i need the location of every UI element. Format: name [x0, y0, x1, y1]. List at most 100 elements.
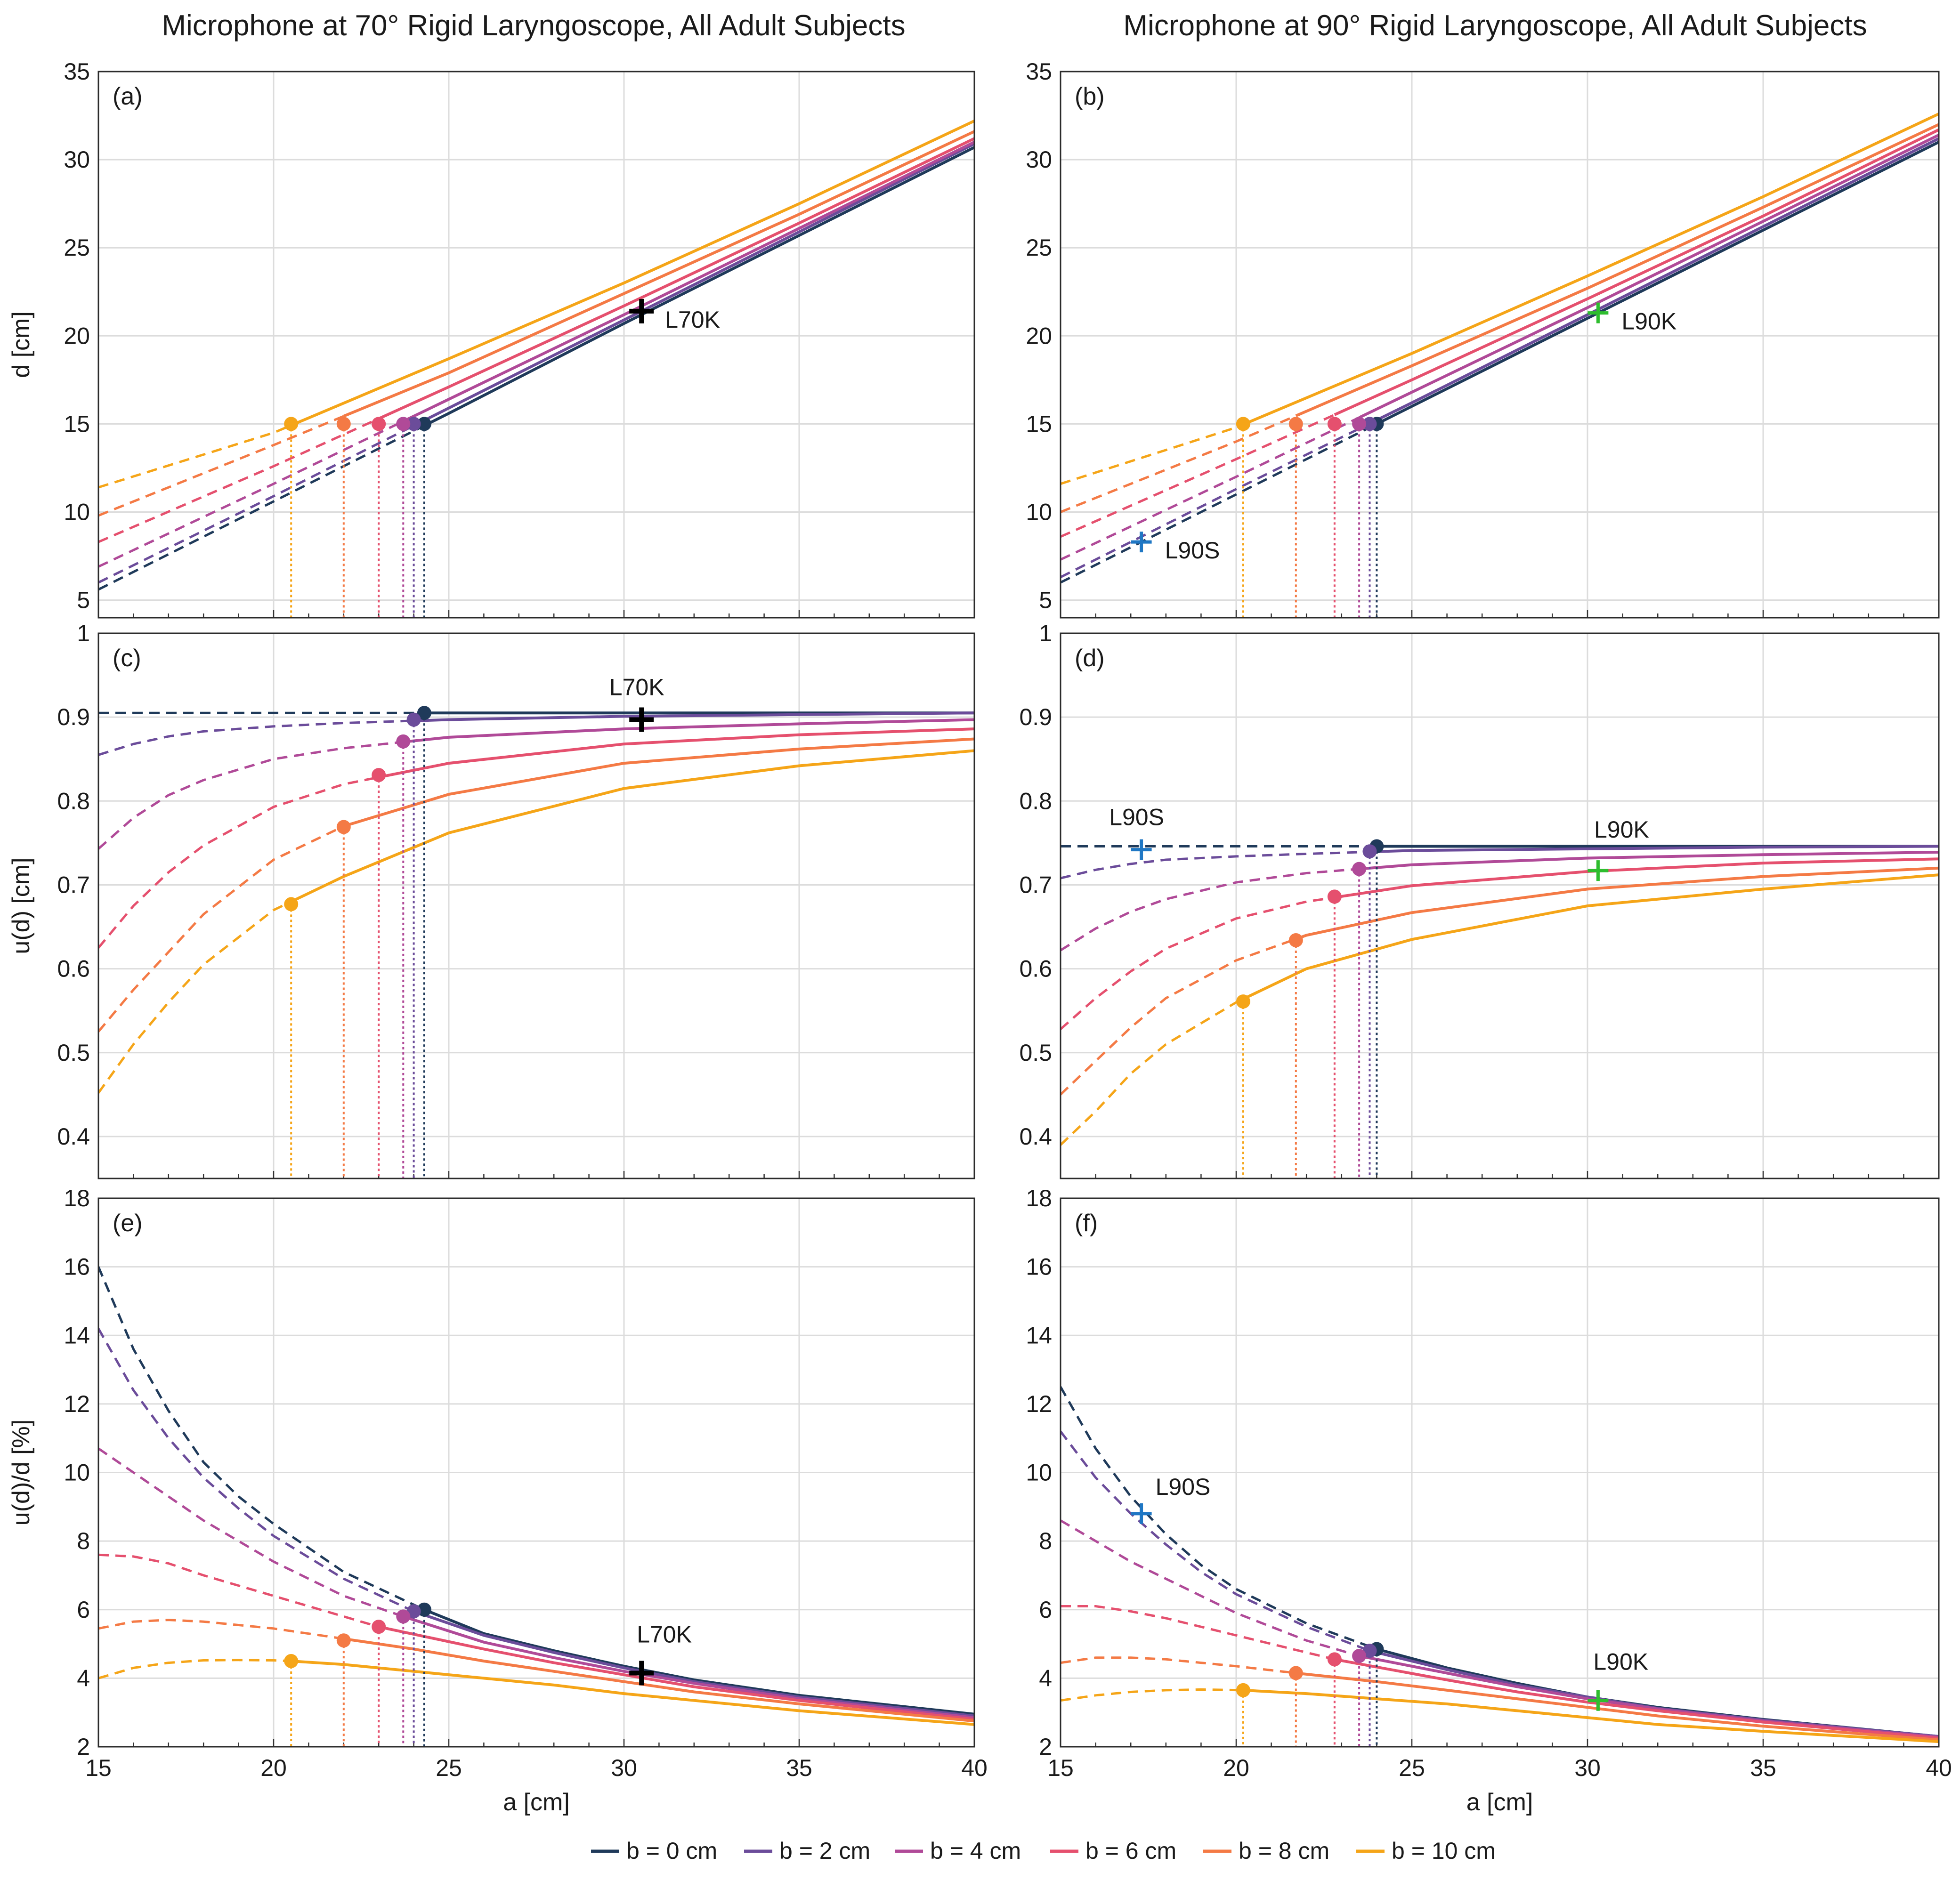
- series-marker: [396, 734, 411, 749]
- series-line: [1295, 866, 1939, 941]
- y-tick-label: 5: [1039, 587, 1052, 613]
- series-line: [378, 137, 974, 420]
- series-marker: [1352, 1649, 1367, 1663]
- y-tick-label: 10: [64, 499, 90, 525]
- cross-label: L90S: [1165, 537, 1220, 564]
- series-line-extrapolated: [1061, 1386, 1377, 1650]
- series-line: [413, 1610, 974, 1718]
- series-marker: [1288, 1666, 1303, 1680]
- series-line: [1376, 141, 1939, 426]
- legend-item: b = 8 cm: [1203, 1838, 1329, 1864]
- plot-frame: [97, 632, 975, 1179]
- cross-marker-l70k: [629, 1661, 654, 1686]
- series-line: [378, 727, 974, 779]
- series-line-extrapolated: [1061, 423, 1244, 485]
- series-line-extrapolated: [98, 424, 425, 591]
- y-tick-label: 10: [1026, 1460, 1052, 1486]
- y-tick-label: 25: [1026, 234, 1052, 261]
- cross-marker-l90s: [1131, 532, 1152, 553]
- x-tick-label: 20: [1223, 1755, 1249, 1781]
- series-line: [413, 711, 974, 722]
- y-tick-label: 30: [64, 146, 90, 173]
- panel-e: 15 20 25 30 35 40 2 4 6 8 10 12 14 16 18 u(d)/d [%] a [c…: [8, 1185, 988, 1816]
- y-tick-label: 4: [77, 1665, 90, 1691]
- panel-b: 5 10 15 20 25 30 35 (b) L90K L90S: [1026, 58, 1940, 619]
- legend-label: b = 0 cm: [626, 1838, 717, 1864]
- x-tick-label: 35: [1750, 1755, 1776, 1781]
- y-tick-label: 20: [64, 323, 90, 349]
- legend-item: b = 2 cm: [744, 1838, 870, 1864]
- y-tick-label: 1: [1039, 620, 1052, 646]
- x-tick-label: 30: [611, 1755, 637, 1781]
- series-marker: [1327, 417, 1342, 431]
- series-line-extrapolated: [98, 417, 380, 543]
- y-tick-label: 15: [1026, 411, 1052, 437]
- y-tick-label: 10: [1026, 499, 1052, 525]
- y-tick-label: 2: [1039, 1734, 1052, 1760]
- y-axis-label: d [cm]: [8, 311, 35, 378]
- series-line-extrapolated: [1061, 1605, 1335, 1661]
- series-marker: [417, 1602, 431, 1617]
- series-marker: [1327, 1652, 1342, 1667]
- x-tick-label: 40: [1926, 1755, 1952, 1781]
- figure-title-left: Microphone at 70° Rigid Laryngoscope, Al…: [162, 9, 905, 42]
- x-axis-label: a [cm]: [1466, 1789, 1533, 1816]
- y-tick-label: 35: [1026, 58, 1052, 85]
- series-line: [413, 142, 974, 427]
- series-marker: [1236, 994, 1250, 1009]
- plot-frame: [1060, 632, 1940, 1179]
- series-line: [290, 749, 974, 903]
- series-marker: [336, 820, 351, 834]
- series-line-extrapolated: [98, 1266, 425, 1611]
- series-line: [343, 737, 974, 828]
- y-axis-label: u(d) [cm]: [8, 857, 35, 954]
- series-line-extrapolated: [1061, 423, 1377, 584]
- series-marker: [1362, 1644, 1377, 1658]
- series-line: [423, 1608, 974, 1716]
- series-line: [403, 1615, 974, 1719]
- y-tick-label: 20: [1026, 323, 1052, 349]
- series-line: [1243, 1688, 1939, 1743]
- y-axis-label: u(d)/d [%]: [8, 1420, 35, 1525]
- y-tick-label: 14: [1026, 1322, 1052, 1348]
- series-line: [1334, 857, 1939, 899]
- legend-item: b = 0 cm: [591, 1838, 717, 1864]
- series-line-extrapolated: [98, 900, 292, 1094]
- panel-label: (f): [1075, 1210, 1098, 1237]
- x-tick-label: 30: [1574, 1755, 1601, 1781]
- cross-marker-l90k: [1587, 1690, 1609, 1711]
- y-tick-label: 1: [77, 620, 90, 646]
- y-tick-label: 16: [64, 1254, 90, 1280]
- series-marker: [396, 417, 411, 431]
- y-tick-label: 18: [1026, 1185, 1052, 1211]
- series-line: [343, 1637, 974, 1723]
- series-line: [1296, 1671, 1939, 1742]
- x-tick-label: 20: [260, 1755, 287, 1781]
- series-marker: [1362, 844, 1377, 859]
- y-tick-label: 16: [1026, 1254, 1052, 1280]
- series-marker: [1288, 933, 1303, 948]
- y-tick-label: 0.9: [57, 704, 90, 730]
- cross-marker-l90s: [1131, 839, 1152, 860]
- series-marker: [417, 706, 431, 720]
- y-tick-label: 10: [64, 1460, 90, 1486]
- cross-label: L90S: [1156, 1474, 1211, 1500]
- series-line-extrapolated: [1061, 1519, 1360, 1657]
- panel-label: (d): [1075, 645, 1105, 672]
- series-marker: [284, 897, 299, 912]
- legend-label: b = 10 cm: [1392, 1838, 1496, 1864]
- legend-item: b = 4 cm: [895, 1838, 1021, 1864]
- series-marker: [1352, 417, 1367, 431]
- x-tick-label: 40: [961, 1755, 988, 1781]
- x-tick-label: 15: [85, 1755, 112, 1781]
- series-marker: [1236, 1683, 1250, 1697]
- series-marker: [406, 712, 421, 727]
- cross-marker-l70k: [629, 299, 654, 323]
- legend-item: b = 6 cm: [1050, 1838, 1176, 1864]
- series-marker: [284, 417, 299, 431]
- x-tick-label: 25: [1399, 1755, 1425, 1781]
- series-line-extrapolated: [1061, 850, 1370, 879]
- x-axis-label: a [cm]: [503, 1789, 570, 1816]
- legend: b = 0 cm b = 2 cm b = 4 cm b = 6 cm b = 8 cm…: [591, 1838, 1496, 1864]
